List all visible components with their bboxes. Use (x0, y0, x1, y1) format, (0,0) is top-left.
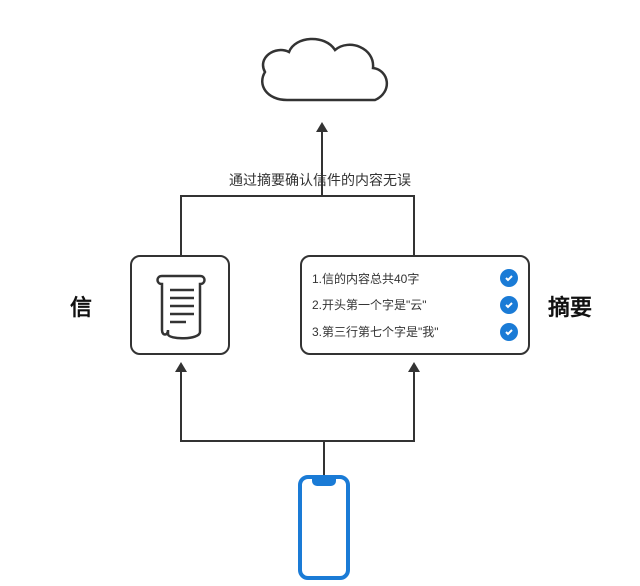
cloud-icon (247, 30, 397, 120)
phone-icon (298, 475, 350, 580)
connector-letter-up (180, 195, 182, 255)
summary-node: 1.信的内容总共40字 2.开头第一个字是"云" 3.第三行第七个字是"我" (300, 255, 530, 355)
connector-to-summary (413, 370, 415, 442)
summary-item-text: 2.开头第一个字是"云" (312, 296, 494, 313)
summary-row: 1.信的内容总共40字 (312, 269, 518, 287)
arrowhead-to-summary (408, 362, 420, 372)
letter-node (130, 255, 230, 355)
diagram-canvas: 通过摘要确认信件的内容无误 信 1.信的内容总共40字 2.开头第一个字是"云" (0, 0, 640, 586)
check-icon (500, 296, 518, 314)
summary-item-text: 1.信的内容总共40字 (312, 270, 494, 287)
summary-item-text: 3.第三行第七个字是"我" (312, 323, 494, 340)
arrowhead-to-letter (175, 362, 187, 372)
phone-notch (312, 479, 336, 486)
connector-phone-up (323, 440, 325, 475)
check-icon (500, 269, 518, 287)
letter-label: 信 (70, 290, 92, 322)
scroll-icon (150, 270, 210, 340)
check-icon (500, 323, 518, 341)
connector-split-bottom (180, 440, 415, 442)
summary-label: 摘要 (548, 290, 592, 322)
connector-to-letter (180, 370, 182, 442)
connector-summary-up (413, 195, 415, 255)
connector-merge-top (180, 195, 415, 197)
summary-row: 2.开头第一个字是"云" (312, 296, 518, 314)
arrowhead-to-cloud (316, 122, 328, 132)
caption-text: 通过摘要确认信件的内容无误 (0, 170, 640, 190)
summary-row: 3.第三行第七个字是"我" (312, 323, 518, 341)
